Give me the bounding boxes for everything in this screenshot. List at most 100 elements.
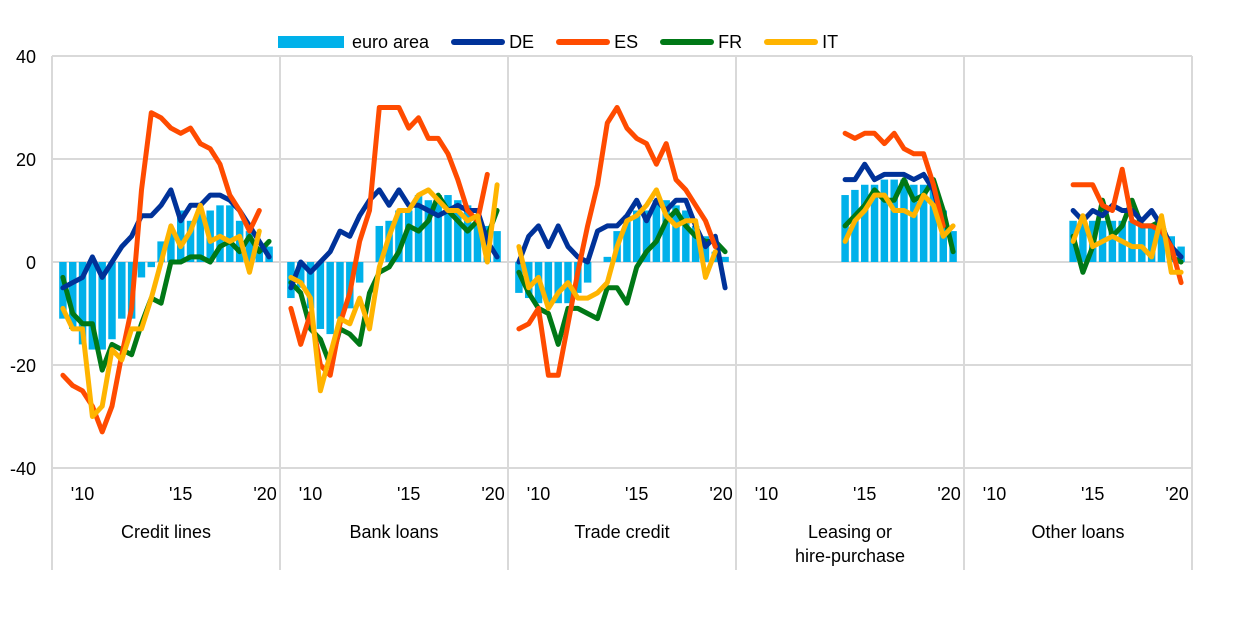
bar-euro-area: [296, 262, 305, 288]
bar-euro-area: [880, 179, 889, 262]
bar-euro-area: [434, 195, 442, 262]
line-fr: [60, 233, 272, 373]
bar-euro-area: [493, 231, 501, 262]
legend-swatch-es: [556, 39, 611, 45]
panel-title: Leasing or: [808, 522, 892, 542]
bar-euro-area: [860, 184, 869, 262]
line-it: [288, 182, 500, 394]
bar-euro-area: [603, 256, 612, 262]
bar-euro-area: [463, 205, 472, 262]
bar-euro-area: [326, 262, 334, 335]
bar-euro-area: [1108, 220, 1117, 262]
bar-euro-area: [672, 205, 680, 262]
bar-euro-area: [68, 262, 77, 329]
bar-euro-area: [424, 200, 433, 262]
bar-euro-area: [1157, 225, 1166, 262]
bar-euro-area: [176, 210, 185, 262]
legend-swatch-euro-area: [278, 36, 344, 48]
bar-euro-area: [108, 262, 116, 340]
x-tick-label: '10: [71, 484, 94, 504]
panel-title: Other loans: [1031, 522, 1124, 542]
bar-euro-area: [118, 262, 126, 319]
x-tick-label: '15: [853, 484, 876, 504]
bar-euro-area: [395, 210, 403, 262]
bar-euro-area: [78, 262, 87, 345]
bar-euro-area: [473, 215, 482, 262]
legend-label-es: ES: [614, 31, 639, 52]
legend-swatch-it: [764, 39, 819, 45]
legend-label-euro-area: euro area: [352, 31, 430, 52]
bar-euro-area: [890, 179, 898, 262]
bar-euro-area: [216, 205, 224, 262]
bar-euro-area: [404, 210, 413, 262]
bar-euro-area: [226, 205, 234, 262]
legend-label-it: IT: [822, 31, 839, 52]
y-tick-label: -20: [10, 356, 36, 376]
bar-euro-area: [147, 262, 156, 268]
x-tick-label: '20: [1165, 484, 1188, 504]
bar-euro-area: [98, 262, 106, 350]
x-tick-label: '15: [625, 484, 648, 504]
x-tick-label: '15: [169, 484, 192, 504]
line-fr: [288, 192, 500, 368]
bar-euro-area: [919, 184, 928, 262]
line-it: [60, 202, 262, 419]
bar-euro-area: [929, 184, 938, 262]
bar-euro-area: [88, 262, 97, 350]
bar-euro-area: [59, 262, 67, 319]
bar-euro-area: [623, 215, 631, 262]
legend-item-fr: FR: [660, 32, 742, 53]
line-it: [842, 192, 956, 244]
bar-euro-area: [186, 220, 195, 262]
bar-euro-area: [910, 184, 918, 262]
x-tick-label: '15: [1081, 484, 1104, 504]
x-tick-label: '10: [755, 484, 778, 504]
lines-layer: [60, 105, 1184, 435]
bar-euro-area: [721, 256, 729, 262]
bar-euro-area: [454, 200, 462, 262]
panel-title: hire-purchase: [795, 546, 905, 566]
bar-euro-area: [632, 210, 641, 262]
bar-euro-area: [336, 262, 344, 319]
bar-euro-area: [662, 200, 670, 262]
x-tick-label: '20: [709, 484, 732, 504]
bar-euro-area: [167, 231, 175, 262]
line-fr: [516, 208, 728, 347]
x-tick-label: '20: [253, 484, 276, 504]
legend-swatch-de: [451, 39, 506, 45]
bars-layer: [59, 179, 1185, 350]
y-tick-label: 0: [26, 253, 36, 273]
bar-euro-area: [554, 262, 562, 304]
bar-euro-area: [841, 195, 849, 262]
line-es: [842, 130, 946, 229]
panel-title: Bank loans: [349, 522, 438, 542]
line-es: [288, 105, 490, 378]
y-tick-label: 40: [16, 47, 36, 67]
line-de: [842, 161, 946, 229]
bar-euro-area: [1128, 220, 1136, 262]
line-it: [1070, 213, 1184, 275]
bar-euro-area: [196, 210, 205, 262]
x-tick-label: '20: [481, 484, 504, 504]
bar-euro-area: [137, 262, 146, 278]
bar-euro-area: [583, 262, 592, 283]
x-tick-label: '15: [397, 484, 420, 504]
panel-title: Trade credit: [574, 522, 669, 542]
axis-labels-layer: 40 20 0 -20 -40 '10 '15 '20 Credit lines '10 '15 '2…: [10, 47, 1189, 566]
bar-euro-area: [355, 262, 364, 283]
y-tick-label: 20: [16, 150, 36, 170]
bar-euro-area: [157, 241, 165, 262]
y-tick-label: -40: [10, 459, 36, 479]
bar-euro-area: [306, 262, 315, 309]
bar-euro-area: [701, 236, 710, 262]
bar-euro-area: [245, 231, 254, 262]
line-de: [288, 187, 500, 291]
x-tick-label: '10: [527, 484, 550, 504]
bar-euro-area: [682, 210, 690, 262]
legend-swatch-fr: [660, 39, 715, 45]
x-tick-label: '10: [983, 484, 1006, 504]
x-tick-label: '10: [299, 484, 322, 504]
line-it: [516, 187, 718, 311]
x-tick-label: '20: [937, 484, 960, 504]
